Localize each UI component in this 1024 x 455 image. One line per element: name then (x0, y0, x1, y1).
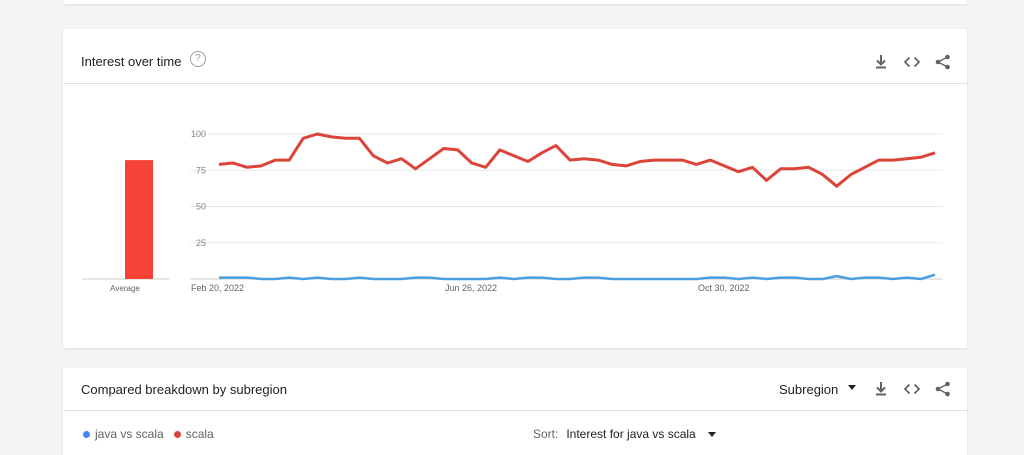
grid-lines (190, 133, 943, 244)
legend-item-scala: scala (173, 427, 214, 441)
dropdown-arrow-icon[interactable] (848, 385, 856, 390)
previous-card (63, 0, 967, 4)
legend-item-java-vs-scala: java vs scala (83, 427, 164, 441)
share-icon[interactable] (934, 53, 952, 71)
card-title: Interest over time (81, 54, 182, 69)
dropdown-arrow-icon[interactable] (707, 431, 716, 437)
sort-label: Sort: (533, 427, 559, 441)
legend-dot-icon (83, 430, 90, 438)
x-tick-label: Oct 30, 2022 (698, 283, 750, 293)
x-tick-labels: Feb 20, 2022 Jun 26, 2022 Oct 30, 2022 (191, 283, 750, 293)
share-icon[interactable] (934, 380, 952, 398)
embed-code-icon[interactable] (903, 53, 921, 71)
y-tick-label: 100 (191, 129, 206, 139)
legend: java vs scala scala (83, 427, 224, 441)
legend-label: scala (185, 427, 214, 441)
legend-label: java vs scala (95, 427, 164, 441)
interest-over-time-card: Interest over time ? Average 100 7 (63, 29, 967, 348)
legend-dot-icon (173, 430, 181, 438)
y-tick-label: 50 (196, 202, 206, 212)
card-header: Interest over time ? (63, 29, 967, 84)
y-tick-label: 25 (196, 238, 206, 248)
subregion-select[interactable]: Subregion (779, 382, 839, 397)
card-title: Compared breakdown by subregion (81, 382, 287, 397)
series-line-java-vs-scala[interactable] (219, 273, 936, 281)
download-icon[interactable] (872, 53, 890, 71)
embed-code-icon[interactable] (903, 380, 921, 398)
chart-area: Average 100 75 50 25 Feb 20, 2022 Jun 26… (82, 129, 943, 293)
question-circle-icon[interactable]: ? (190, 51, 206, 67)
x-tick-label: Feb 20, 2022 (191, 283, 244, 293)
y-tick-labels: 100 75 50 25 (191, 129, 206, 248)
compared-breakdown-card: Compared breakdown by subregion Subregio… (63, 368, 967, 455)
y-tick-label: 75 (196, 165, 206, 175)
sort-value[interactable]: Interest for java vs scala (566, 427, 696, 441)
average-bar-chart: Average (82, 160, 169, 293)
card-header: Compared breakdown by subregion Subregio… (63, 368, 967, 411)
average-label: Average (110, 284, 140, 293)
series-line-scala[interactable] (218, 132, 936, 188)
x-tick-label: Jun 26, 2022 (445, 283, 497, 293)
sort-control[interactable]: Sort: Interest for java vs scala (533, 427, 716, 441)
average-bar[interactable] (125, 160, 153, 279)
line-chart: 100 75 50 25 Feb 20, 2022 Jun 26, 2022 O… (190, 129, 943, 293)
download-icon[interactable] (872, 380, 890, 398)
